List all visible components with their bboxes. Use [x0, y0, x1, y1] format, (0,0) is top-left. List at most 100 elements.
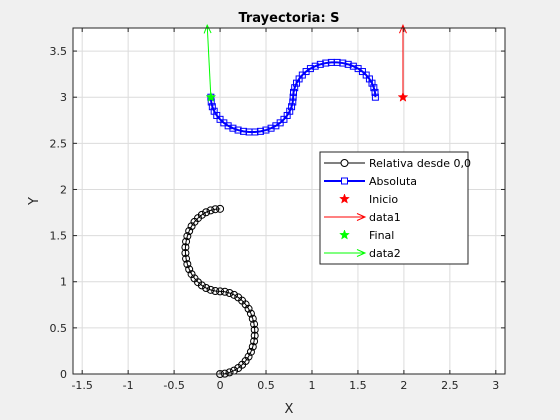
data-point	[250, 331, 259, 340]
data-point	[306, 65, 314, 73]
data-point	[211, 287, 220, 296]
point-final	[205, 91, 217, 102]
data-point	[246, 347, 255, 356]
x-tick-label: -1	[123, 379, 134, 392]
data-point	[229, 124, 237, 132]
data-point	[257, 127, 265, 135]
data-point	[187, 270, 196, 279]
legend-label: Absoluta	[369, 175, 417, 188]
data-point	[311, 62, 319, 70]
x-tick-label: 1	[308, 379, 315, 392]
data-point	[216, 287, 225, 296]
data-point	[290, 88, 298, 96]
arrow-head	[356, 249, 367, 257]
data-point	[197, 210, 206, 219]
data-point	[246, 309, 255, 318]
data-point	[316, 60, 324, 68]
y-tick-label: 3.5	[50, 45, 68, 58]
x-tick-label: 2	[400, 379, 407, 392]
data-point	[349, 62, 357, 70]
data-point	[250, 337, 259, 346]
data-point	[202, 208, 211, 217]
data-point	[248, 314, 257, 323]
legend-entry: Absoluta	[324, 175, 417, 188]
data-point	[234, 126, 242, 134]
legend-box	[319, 151, 469, 265]
y-tick-label: 1.5	[50, 230, 68, 243]
data-point	[276, 119, 284, 127]
legend-marker	[339, 229, 350, 240]
axes-box	[72, 27, 506, 375]
x-tick-label: 3	[492, 379, 499, 392]
legend-entry: Final	[339, 229, 394, 242]
x-tick-label: -0.5	[163, 379, 184, 392]
arrow-data1	[399, 23, 407, 98]
y-tick-label: 0	[60, 368, 67, 381]
legend-arrow	[324, 249, 367, 257]
data-point	[244, 352, 253, 361]
data-point	[248, 342, 257, 351]
data-point	[298, 71, 306, 79]
data-point	[208, 103, 216, 111]
chart-title: Trayectoria: S	[238, 11, 339, 26]
data-point	[202, 284, 211, 293]
data-point	[371, 88, 379, 96]
y-axis-label: Y	[27, 197, 42, 206]
data-point	[211, 205, 220, 214]
legend: Relativa desde 0,0 Absoluta Inicio data1 Fin…	[319, 151, 471, 265]
legend-label: Relativa desde 0,0	[369, 157, 471, 170]
data-point	[371, 93, 379, 101]
legend-marker	[339, 193, 350, 204]
x-tick-label: 0.5	[257, 379, 275, 392]
data-point	[206, 206, 215, 215]
data-point	[250, 320, 259, 329]
data-point	[181, 249, 190, 258]
data-point	[182, 254, 191, 263]
data-point	[220, 287, 229, 296]
data-point	[289, 98, 297, 106]
data-point	[216, 115, 224, 123]
legend-label: data2	[369, 247, 401, 260]
data-point	[262, 126, 270, 134]
data-point	[289, 93, 297, 101]
data-point	[288, 103, 296, 111]
data-point	[286, 107, 294, 115]
ticks: -1.5 -1 -0.5 0 0.5 1 1.5 2 2.5 3 0 0.5 1 1.5 2 2.5 3 3.5	[50, 28, 505, 392]
data-point	[181, 243, 190, 252]
y-tick-label: 3	[60, 91, 67, 104]
data-point	[291, 84, 299, 92]
y-tick-label: 2.5	[50, 137, 68, 150]
data-point	[250, 325, 259, 334]
data-point	[225, 368, 234, 377]
arrow-shaft	[206, 25, 212, 98]
legend-arrow	[324, 213, 367, 221]
legend-entry: data2	[324, 247, 401, 260]
data-point	[358, 68, 366, 76]
series-1	[207, 58, 379, 136]
data-point	[370, 84, 378, 92]
data-point	[224, 122, 232, 130]
data-point	[216, 204, 225, 213]
legend-marker	[340, 159, 349, 167]
x-tick-label: 0	[217, 379, 224, 392]
legend-label: Inicio	[369, 193, 398, 206]
series-layer	[181, 23, 409, 378]
x-tick-label: -1.5	[71, 379, 92, 392]
data-point	[206, 285, 215, 294]
data-point	[339, 59, 347, 67]
arrow-head	[356, 213, 367, 221]
x-axis-label: X	[285, 402, 294, 417]
legend-label: data1	[369, 211, 401, 224]
y-tick-label: 1	[60, 276, 67, 289]
data-point	[185, 265, 194, 274]
arrow-head	[203, 23, 212, 34]
arrow-head	[399, 23, 407, 34]
data-point	[368, 79, 376, 87]
x-tick-label: 2.5	[441, 379, 459, 392]
data-point	[234, 293, 243, 302]
legend-entry: data1	[324, 211, 401, 224]
legend-label: Final	[369, 229, 394, 242]
data-point	[230, 290, 239, 299]
data-point	[267, 124, 275, 132]
